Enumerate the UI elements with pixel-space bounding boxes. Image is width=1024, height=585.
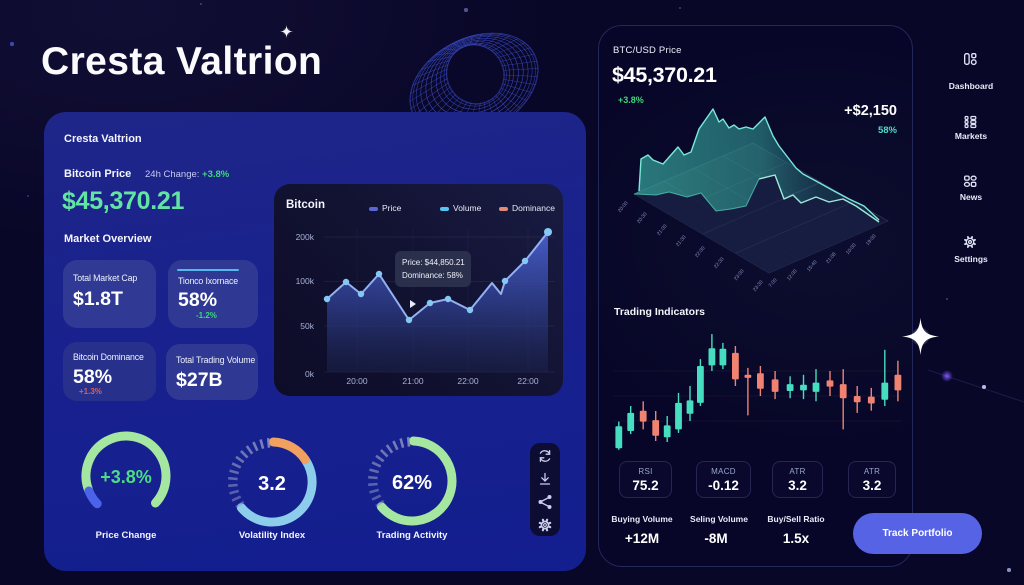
- svg-text:3.2: 3.2: [258, 473, 286, 495]
- svg-text:62%: 62%: [392, 472, 432, 494]
- svg-text:+3.8%: +3.8%: [100, 467, 152, 487]
- svg-text:7:00: 7:00: [768, 277, 779, 288]
